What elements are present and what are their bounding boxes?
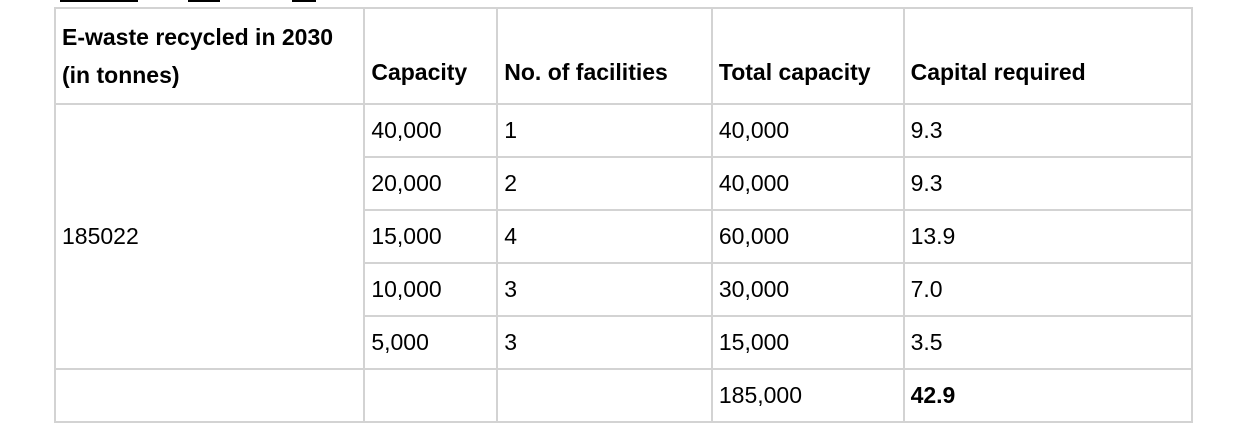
cropped-heading-fragment	[60, 0, 330, 4]
header-ewaste: E-waste recycled in 2030 (in tonnes)	[53, 7, 366, 105]
header-capacity: Capacity	[363, 7, 499, 105]
total-capacity-sum: 185,000	[710, 368, 905, 423]
capital-cell: 13.9	[902, 209, 1194, 264]
table-row: 20,000 2 40,000 9.3	[55, 156, 1194, 211]
capacity-cell: 5,000	[363, 315, 499, 370]
capital-cell: 9.3	[902, 103, 1194, 158]
empty-cell	[53, 368, 366, 423]
empty-cell	[496, 368, 713, 423]
capacity-cell: 20,000	[363, 156, 499, 211]
capital-cell: 9.3	[902, 156, 1194, 211]
table-row: 10,000 3 30,000 7.0	[55, 262, 1194, 317]
empty-cell	[363, 368, 499, 423]
table-row: 15,000 4 60,000 13.9	[55, 209, 1194, 264]
facilities-cell: 1	[496, 103, 713, 158]
total-capacity-cell: 15,000	[710, 315, 905, 370]
header-total-capacity: Total capacity	[710, 7, 905, 105]
facilities-cell: 4	[496, 209, 713, 264]
table-row: 5,000 3 15,000 3.5	[55, 315, 1194, 370]
capital-cell: 3.5	[902, 315, 1194, 370]
total-capacity-cell: 30,000	[710, 262, 905, 317]
facilities-cell: 2	[496, 156, 713, 211]
facilities-cell: 3	[496, 315, 713, 370]
total-capital-sum: 42.9	[902, 368, 1194, 423]
capacity-cell: 15,000	[363, 209, 499, 264]
total-capacity-cell: 40,000	[710, 103, 905, 158]
ewaste-value-cell: 185022	[53, 103, 366, 370]
header-facilities: No. of facilities	[496, 7, 713, 105]
table-row: 185022 40,000 1 40,000 9.3	[53, 103, 1194, 370]
capital-cell: 7.0	[902, 262, 1194, 317]
table-header-row: E-waste recycled in 2030 (in tonnes) Cap…	[53, 7, 1194, 105]
facilities-cell: 3	[496, 262, 713, 317]
capacity-cell: 40,000	[363, 103, 499, 158]
total-capacity-cell: 40,000	[710, 156, 905, 211]
header-capital-required: Capital required	[902, 7, 1194, 105]
table-total-row: 185,000 42.9	[53, 368, 1194, 423]
total-capacity-cell: 60,000	[710, 209, 905, 264]
capacity-cell: 10,000	[363, 262, 499, 317]
ewaste-capacity-table: E-waste recycled in 2030 (in tonnes) Cap…	[53, 7, 1194, 423]
